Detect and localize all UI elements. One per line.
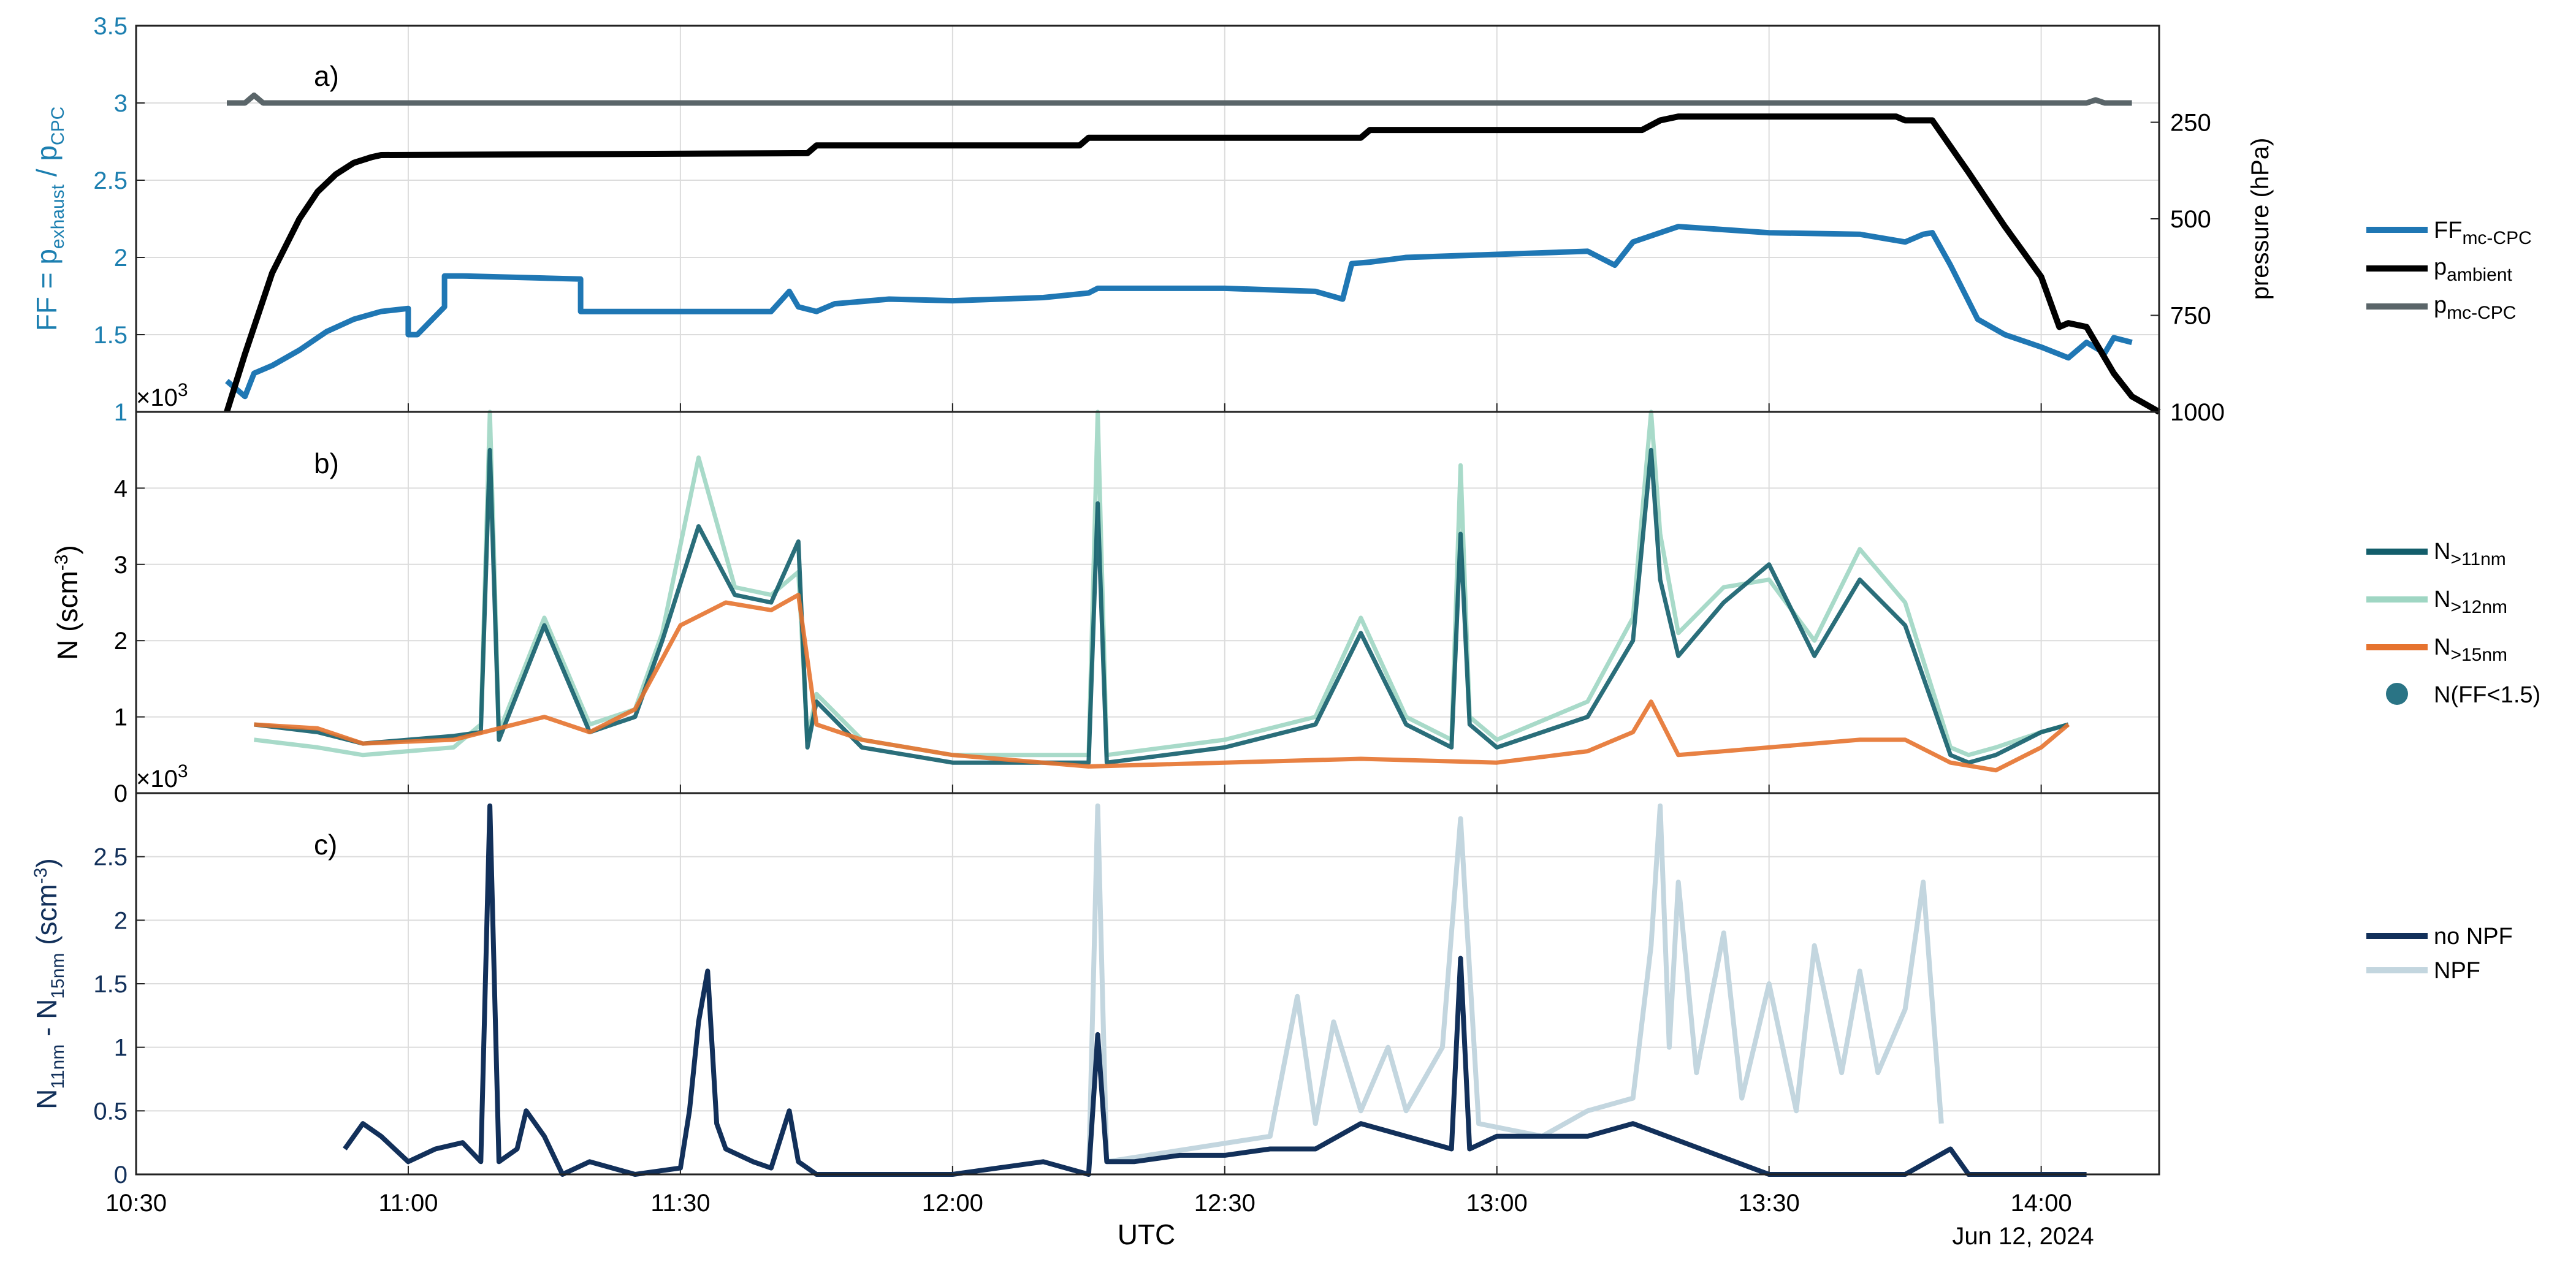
panel-b-exponent: ×103 bbox=[136, 380, 188, 411]
legend-label-no-npf: no NPF bbox=[2434, 924, 2513, 949]
y-tick-label: 2.5 bbox=[93, 844, 128, 871]
x-tick-label: 14:00 bbox=[2011, 1190, 2072, 1217]
legend-panel-b: N>11nm N>12nm N>15nm N(FF<1.5) bbox=[2366, 539, 2540, 708]
y-tick-label: 1 bbox=[114, 399, 128, 426]
y-right-tick-label: 250 bbox=[2170, 110, 2211, 137]
legend-swatch-scatter bbox=[2386, 683, 2408, 705]
y-tick-label: 0 bbox=[114, 780, 128, 807]
x-tick-label: 11:00 bbox=[378, 1190, 438, 1217]
series-line->11nm bbox=[253, 447, 2069, 765]
panel-b-series bbox=[253, 409, 2070, 773]
legend-label-n15: N>15nm bbox=[2434, 634, 2507, 665]
y-tick-label: 0 bbox=[114, 1162, 128, 1188]
x-tick-label: 13:00 bbox=[1466, 1190, 1528, 1217]
y-tick-label: 2 bbox=[114, 628, 128, 655]
y-right-tick-label: 1000 bbox=[2170, 399, 2225, 426]
series-line->12nm bbox=[253, 409, 2069, 758]
y-tick-label: 2 bbox=[114, 907, 128, 934]
x-tick-label: 12:30 bbox=[1194, 1190, 1256, 1217]
x-axis-ticks: 10:30 11:00 11:30 12:00 12:30 13:00 13:30 14:00 bbox=[105, 1190, 2072, 1217]
y-tick-label: 3.5 bbox=[93, 13, 128, 40]
series-line->15nm bbox=[254, 593, 2070, 773]
legend-label-npf: NPF bbox=[2434, 958, 2480, 984]
panel-c-label: c) bbox=[314, 829, 337, 861]
panel-a-ylabel-right: pressure (hPa) bbox=[2247, 138, 2274, 300]
x-axis-label: UTC bbox=[1118, 1219, 1176, 1250]
y-right-tick-label: 750 bbox=[2170, 303, 2211, 330]
x-tick-label: 10:30 bbox=[105, 1190, 167, 1217]
y-right-tick-label: 500 bbox=[2170, 206, 2211, 233]
y-tick-label: 3 bbox=[114, 90, 128, 117]
series-line-mc-CPC bbox=[225, 224, 2133, 400]
legend-label-n12: N>12nm bbox=[2434, 587, 2507, 617]
legend-label-n11: N>11nm bbox=[2434, 539, 2506, 569]
legend-label-ff: FFmc-CPC bbox=[2434, 218, 2532, 248]
x-tick-label: 12:00 bbox=[922, 1190, 983, 1217]
legend-panel-c: no NPF NPF bbox=[2366, 924, 2513, 984]
panel-c-exponent: ×103 bbox=[136, 761, 188, 793]
panel-b-label: b) bbox=[314, 447, 339, 479]
panel-a-label: a) bbox=[314, 60, 339, 92]
y-tick-label: 1 bbox=[114, 704, 128, 731]
y-tick-label: 4 bbox=[114, 475, 128, 502]
y-tick-label: 3 bbox=[114, 552, 128, 579]
panel-a-ylabel-left: FF = pexhaust / pCPC bbox=[31, 107, 68, 332]
y-tick-label: 2 bbox=[114, 245, 128, 272]
series-line-ambient bbox=[224, 113, 2161, 415]
y-tick-label: 2.5 bbox=[93, 167, 128, 194]
panel-a-ticks: 1 1.5 2 2.5 3 3.5 250 500 750 1000 bbox=[93, 13, 2225, 426]
legend-label-p-mccpc: pmc-CPC bbox=[2434, 292, 2516, 323]
panel-c-series bbox=[343, 803, 2087, 1177]
panel-a-grid bbox=[135, 25, 2159, 413]
x-axis-date: Jun 12, 2024 bbox=[1952, 1223, 2094, 1250]
panel-b-ylabel: N (scm-3) bbox=[51, 545, 83, 660]
panel-c-ylabel: N11nm - N15nm (scm-3) bbox=[31, 858, 68, 1109]
legend-label-scatter: N(FF<1.5) bbox=[2434, 682, 2540, 708]
x-tick-label: 11:30 bbox=[650, 1190, 710, 1217]
y-tick-label: 1 bbox=[114, 1035, 128, 1062]
y-tick-label: 0.5 bbox=[93, 1098, 128, 1125]
panel-a-series bbox=[224, 92, 2161, 415]
x-tick-label: 13:30 bbox=[1739, 1190, 1800, 1217]
y-tick-label: 1.5 bbox=[93, 971, 128, 998]
series-line-npf bbox=[1086, 803, 1944, 1175]
series-line-mc-CPC bbox=[227, 92, 2132, 106]
panel-a-frame bbox=[135, 25, 2160, 413]
legend-panel-a: FFmc-CPC pambient pmc-CPC bbox=[2366, 218, 2532, 323]
panel-c-ticks: 0 0.5 1 1.5 2 2.5 bbox=[93, 844, 145, 1188]
y-tick-label: 1.5 bbox=[93, 322, 128, 349]
panel-b-ticks: 0 1 2 3 4 bbox=[114, 475, 145, 807]
legend-label-p-ambient: pambient bbox=[2434, 254, 2513, 285]
